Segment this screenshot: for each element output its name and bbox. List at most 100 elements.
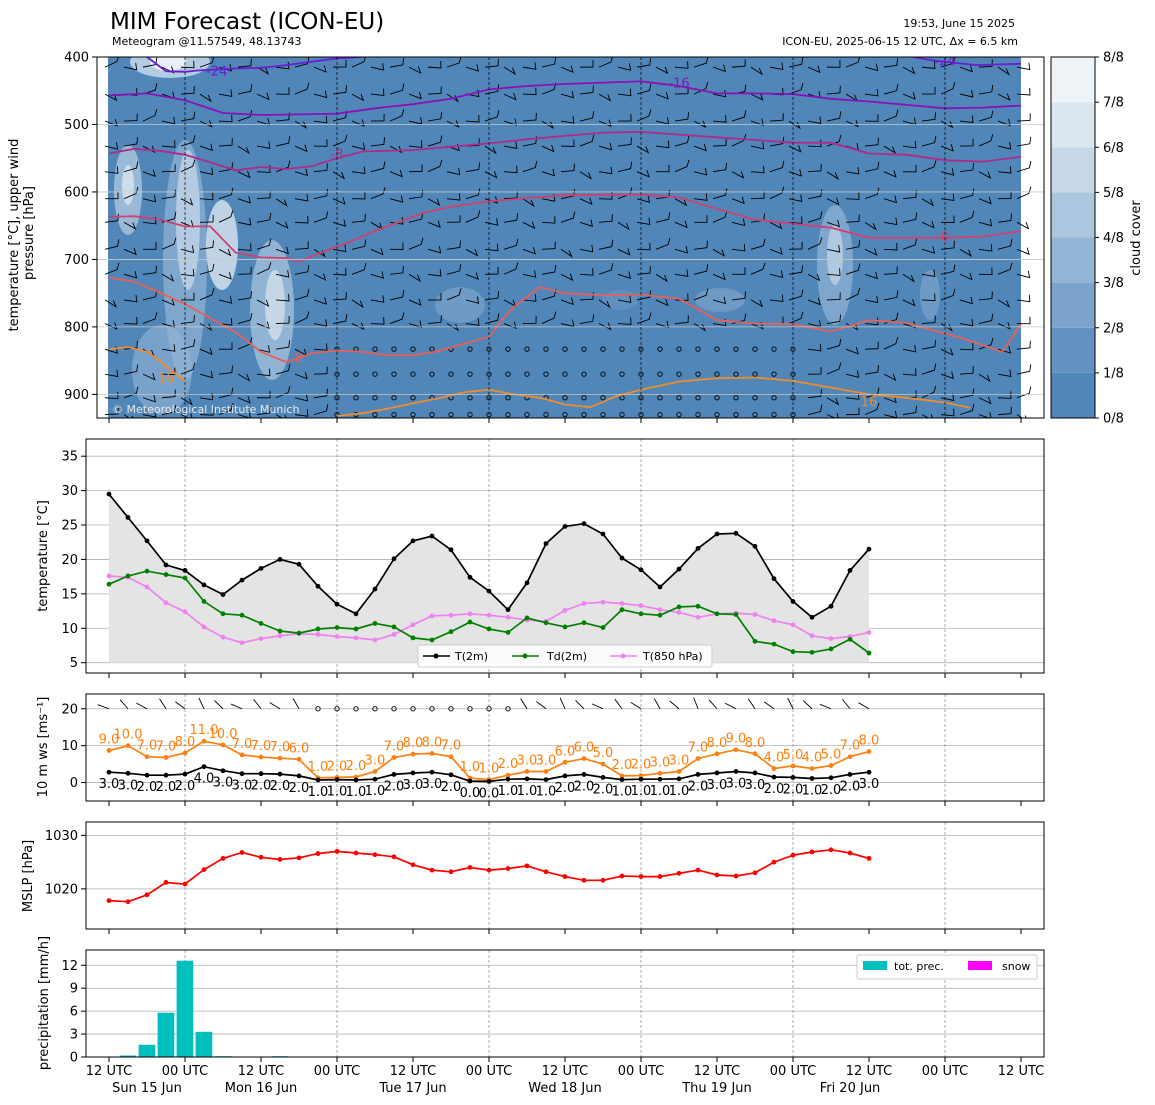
series-point bbox=[695, 614, 701, 620]
series-point bbox=[315, 632, 321, 637]
ytick-label: 1030 bbox=[45, 829, 78, 844]
wind-barb bbox=[351, 239, 367, 250]
calm-wind-marker bbox=[657, 411, 663, 418]
wind-barb bbox=[978, 84, 994, 95]
gust-label: 3.0 bbox=[536, 753, 557, 768]
wind-barb bbox=[902, 66, 916, 75]
series-point bbox=[201, 624, 207, 630]
series-point bbox=[372, 776, 378, 782]
series-point bbox=[467, 574, 473, 580]
series-point bbox=[600, 774, 606, 780]
calm-wind-marker bbox=[714, 395, 720, 401]
wind-barb bbox=[864, 88, 879, 97]
series-point bbox=[790, 649, 796, 655]
mean-wind-label: 1.0 bbox=[346, 785, 367, 800]
wind-barb bbox=[218, 296, 233, 304]
upper-air-ytick-label: 600 bbox=[64, 185, 89, 200]
wind-barb bbox=[997, 239, 1013, 250]
wind-barb bbox=[218, 272, 232, 280]
wind-barb bbox=[579, 219, 594, 227]
calm-wind-marker bbox=[486, 346, 492, 352]
isotherm-label: -16 bbox=[668, 77, 689, 92]
gust-label: 4.0 bbox=[802, 751, 823, 766]
calm-wind-marker bbox=[771, 411, 777, 418]
wind-barb bbox=[332, 197, 346, 205]
wind-barb bbox=[769, 160, 785, 173]
series-point bbox=[125, 899, 131, 905]
gust-label: 8.0 bbox=[707, 736, 728, 751]
wind-barb bbox=[294, 168, 309, 177]
gust-label: 8.0 bbox=[403, 736, 424, 751]
calm-wind-marker bbox=[752, 371, 758, 377]
wind-barb bbox=[218, 187, 234, 200]
wind-barb bbox=[256, 118, 271, 126]
wind-barb bbox=[351, 299, 364, 309]
wind-barb bbox=[769, 113, 784, 122]
series-point bbox=[353, 850, 359, 856]
wind-barb bbox=[389, 265, 404, 275]
wind-barb bbox=[446, 57, 462, 68]
wind-barb bbox=[591, 703, 604, 710]
series-point bbox=[182, 750, 188, 756]
series-point bbox=[125, 743, 131, 749]
wind-barb bbox=[465, 248, 479, 257]
gust-label: 9.0 bbox=[726, 732, 747, 747]
colorbar-tick-label: 7/8 bbox=[1103, 96, 1124, 111]
calm-wind-marker bbox=[543, 411, 549, 418]
calm-wind-marker bbox=[562, 371, 568, 377]
series-point bbox=[239, 752, 245, 758]
wind-barb bbox=[921, 293, 936, 302]
wind-barb bbox=[199, 288, 215, 301]
wind-data-labels: 9.010.07.07.08.011.010.07.07.07.06.01.02… bbox=[99, 723, 880, 801]
wind-barb bbox=[104, 299, 117, 308]
calm-wind-marker bbox=[752, 346, 758, 352]
wind-barb bbox=[256, 299, 270, 307]
series-point bbox=[391, 772, 397, 777]
series-point bbox=[410, 770, 416, 776]
wind-barb bbox=[142, 312, 158, 324]
wind-barb bbox=[541, 265, 557, 275]
mean-wind-label: 1.0 bbox=[631, 784, 652, 799]
mean-wind-label: 2.0 bbox=[156, 780, 177, 795]
wind-barb bbox=[560, 211, 576, 223]
calm-wind-marker bbox=[391, 395, 397, 401]
wind-barb bbox=[446, 323, 460, 332]
wind-barb bbox=[826, 245, 841, 253]
wind-barb bbox=[142, 265, 157, 275]
wind-barb bbox=[845, 239, 861, 250]
wind-barb bbox=[256, 238, 272, 250]
wind-barb bbox=[1016, 386, 1032, 399]
wind-barb bbox=[136, 702, 148, 710]
wind-barb bbox=[294, 120, 308, 129]
wind-barb bbox=[826, 111, 842, 122]
wind-barb bbox=[465, 210, 481, 223]
calm-wind-marker bbox=[410, 706, 416, 712]
wind-barb bbox=[617, 137, 632, 147]
wind-barb bbox=[351, 213, 366, 223]
wind-barb bbox=[579, 111, 595, 122]
wind-barb bbox=[313, 115, 328, 124]
series-point bbox=[695, 867, 701, 873]
wind-barb bbox=[104, 239, 120, 250]
series-point bbox=[600, 531, 606, 537]
wind-barb bbox=[275, 160, 291, 173]
series-point bbox=[429, 867, 435, 873]
wind-barb bbox=[180, 198, 194, 206]
wind-barb bbox=[218, 365, 233, 375]
series-point bbox=[866, 546, 872, 552]
wind-barb bbox=[294, 264, 310, 275]
day-label: Sun 15 Jun bbox=[112, 1081, 182, 1096]
credit-text: © Meteorological Institute Munich bbox=[112, 403, 299, 416]
calm-wind-marker bbox=[467, 371, 473, 377]
wind-barb bbox=[294, 144, 308, 153]
wind-barb bbox=[807, 273, 821, 282]
series-point bbox=[410, 751, 416, 757]
series-point bbox=[296, 756, 302, 762]
series-point bbox=[809, 766, 815, 771]
wind-barb bbox=[959, 248, 973, 258]
series-point bbox=[258, 754, 264, 760]
ytick-label: 25 bbox=[61, 519, 78, 534]
wind-barb bbox=[845, 263, 861, 275]
calm-wind-marker bbox=[448, 371, 454, 377]
wind-barb bbox=[313, 404, 329, 416]
